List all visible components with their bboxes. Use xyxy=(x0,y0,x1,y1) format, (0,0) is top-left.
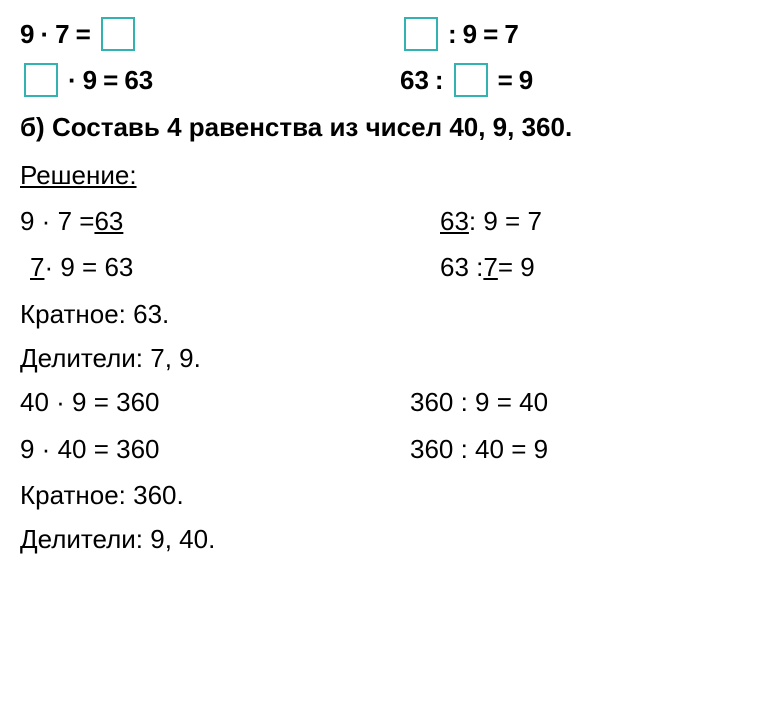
blank-box xyxy=(454,63,488,97)
kratnoe-1: Кратное: 63. xyxy=(20,294,762,334)
solution2-r1-left: 40 · 9 = 360 xyxy=(20,382,410,422)
num: 7 xyxy=(504,14,518,54)
deliteli-1: Делители: 7, 9. xyxy=(20,338,762,378)
problem-1-right: : 9 = 7 xyxy=(400,14,519,54)
expr-text: · 9 = 63 xyxy=(44,247,133,287)
solution1-r2-left: 7 · 9 = 63 xyxy=(20,247,440,287)
solution1-r2-right: 63 : 7 = 9 xyxy=(440,247,535,287)
solution2-row1: 40 · 9 = 360 360 : 9 = 40 xyxy=(20,382,762,422)
num: 9 xyxy=(463,14,477,54)
solution2-r1-right: 360 : 9 = 40 xyxy=(410,382,548,422)
task-b-text: б) Составь 4 равенства из чисел 40, 9, 3… xyxy=(20,107,762,147)
solution2-r2-right: 360 : 40 = 9 xyxy=(410,429,548,469)
dot-op: · xyxy=(68,60,77,100)
div-op: : xyxy=(448,14,457,54)
expr-text: = 9 xyxy=(498,247,535,287)
answer: 7 xyxy=(483,247,497,287)
blank-box xyxy=(404,17,438,51)
num: 9 xyxy=(83,60,97,100)
problem-2-left: · 9 = 63 xyxy=(20,60,400,100)
solution-label: Решение: xyxy=(20,155,762,195)
div-op: : xyxy=(435,60,444,100)
answer: 63 xyxy=(440,201,469,241)
kratnoe-2: Кратное: 360. xyxy=(20,475,762,515)
blank-box xyxy=(101,17,135,51)
equals: = xyxy=(103,60,118,100)
num: 9 xyxy=(519,60,533,100)
num: 9 xyxy=(20,14,34,54)
solution1-r1-right: 63 : 9 = 7 xyxy=(440,201,542,241)
solution2-r2-left: 9 · 40 = 360 xyxy=(20,429,410,469)
deliteli-2: Делители: 9, 40. xyxy=(20,519,762,559)
problem-row-1: 9 · 7 = : 9 = 7 xyxy=(20,14,762,54)
answer: 63 xyxy=(94,201,123,241)
solution2-row2: 9 · 40 = 360 360 : 40 = 9 xyxy=(20,429,762,469)
solution1-row1: 9 · 7 = 63 63 : 9 = 7 xyxy=(20,201,762,241)
problem-1-left: 9 · 7 = xyxy=(20,14,400,54)
problem-2-right: 63 : = 9 xyxy=(400,60,533,100)
num: 63 xyxy=(400,60,429,100)
solution1-r1-left: 9 · 7 = 63 xyxy=(20,201,440,241)
equals: = xyxy=(483,14,498,54)
problem-row-2: · 9 = 63 63 : = 9 xyxy=(20,60,762,100)
answer: 7 xyxy=(30,247,44,287)
num: 7 xyxy=(55,14,69,54)
expr-text: 63 : xyxy=(440,247,483,287)
blank-box xyxy=(24,63,58,97)
num: 63 xyxy=(124,60,153,100)
expr-text: : 9 = 7 xyxy=(469,201,542,241)
equals: = xyxy=(498,60,513,100)
dot-op: · xyxy=(40,14,49,54)
equals: = xyxy=(76,14,91,54)
expr-text: 9 · 7 = xyxy=(20,201,94,241)
solution1-row2: 7 · 9 = 63 63 : 7 = 9 xyxy=(20,247,762,287)
